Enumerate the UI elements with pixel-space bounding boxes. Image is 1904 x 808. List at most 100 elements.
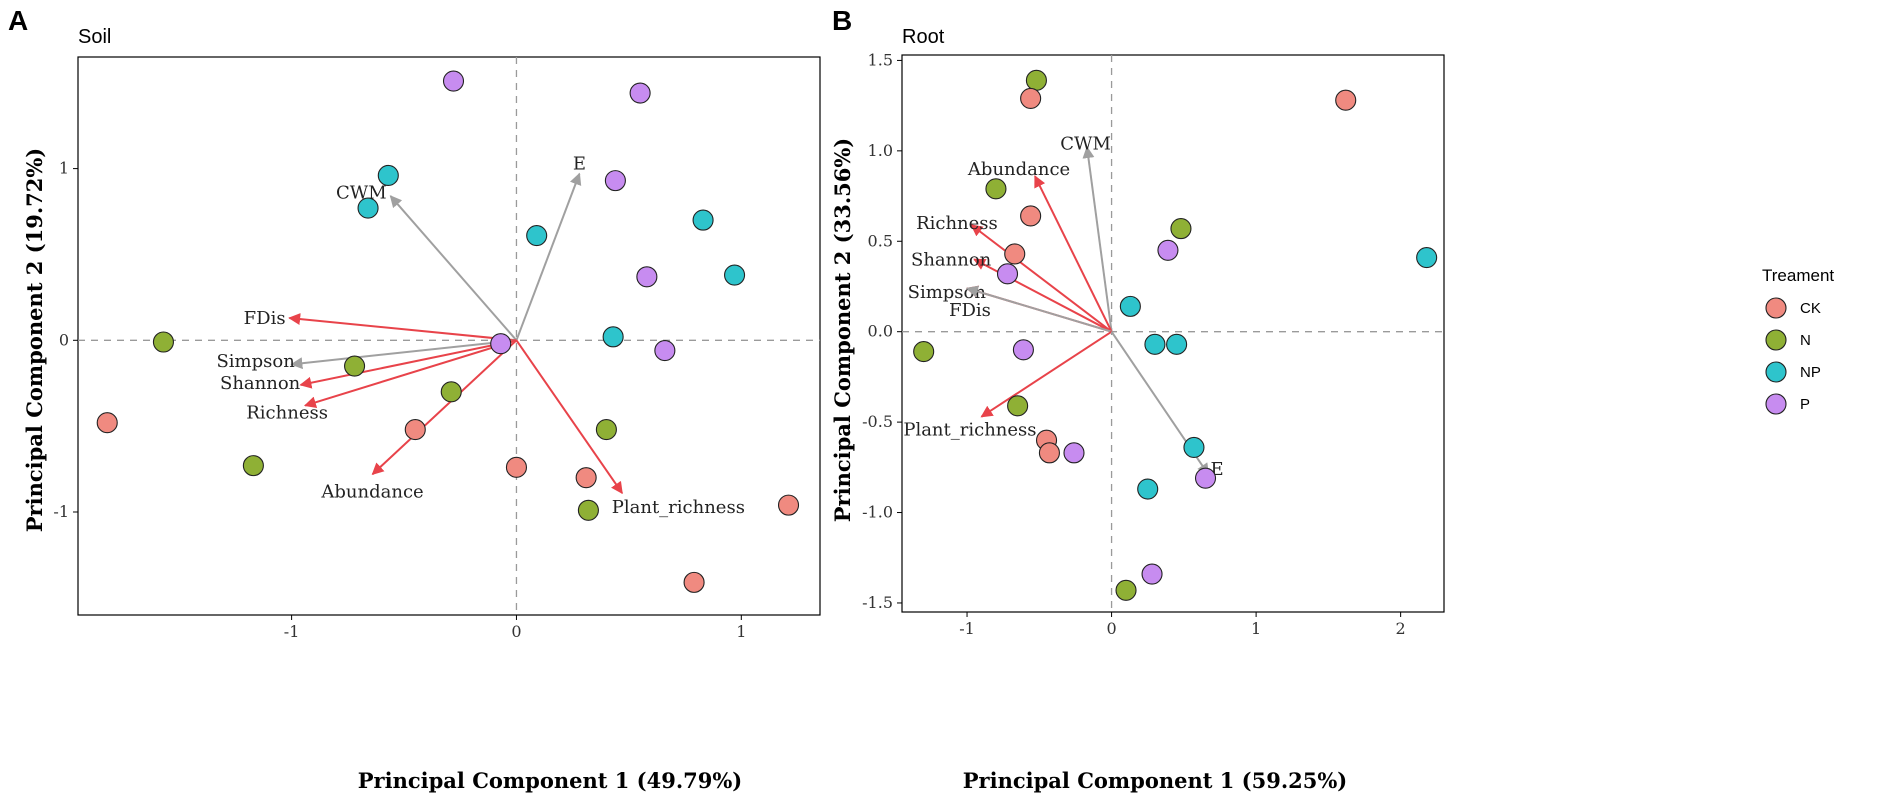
- point-n: [1025, 69, 1047, 91]
- vector-label: Abundance: [320, 481, 423, 502]
- point-p: [1012, 339, 1034, 361]
- point-ck: [1004, 243, 1026, 265]
- point-p: [996, 263, 1019, 285]
- zero-lines: [78, 57, 820, 615]
- x-tick-label: 2: [1396, 619, 1406, 638]
- point-ck: [1038, 442, 1060, 464]
- legend-label: CK: [1800, 300, 1821, 317]
- panel-soil: A Soil Principal Component 1 (49.79%) Pr…: [8, 5, 821, 793]
- point-p: [1194, 467, 1217, 489]
- vector-label: Richness: [246, 402, 328, 423]
- vector-plant-richness: [515, 339, 623, 495]
- y-tick-label: 0.0: [868, 322, 893, 341]
- vector-label: Simpson: [216, 351, 295, 372]
- panel-letter: A: [8, 5, 28, 36]
- point-np: [377, 164, 399, 187]
- point-np: [1183, 436, 1205, 458]
- vector-label: Abundance: [967, 159, 1070, 180]
- y-tick-label: 1.0: [868, 141, 893, 160]
- y-tick-label: -0.5: [862, 412, 893, 431]
- vector-label: FDis: [949, 300, 991, 321]
- point-p: [1063, 442, 1085, 464]
- point-np: [1119, 295, 1141, 317]
- legend-label: NP: [1800, 364, 1821, 381]
- vector-label: Plant_richness: [612, 497, 745, 518]
- panel-title: Root: [902, 26, 945, 48]
- point-n: [595, 419, 617, 441]
- point-ck: [1020, 87, 1042, 109]
- vector-abundance: [1034, 175, 1113, 333]
- point-p: [1141, 563, 1163, 585]
- y-axis-title: Principal Component 2 (19.72%): [22, 148, 47, 533]
- y-tick-label: 1: [59, 159, 69, 178]
- x-axis-title: Principal Component 1 (59.25%): [963, 768, 1348, 793]
- point-n: [1170, 218, 1192, 240]
- point-ck: [96, 412, 118, 434]
- legend: Treament CK N NP P: [1762, 266, 1834, 415]
- zero-lines: [902, 55, 1444, 612]
- point-np: [602, 326, 624, 348]
- x-tick-label: 0: [511, 622, 521, 641]
- vector-simpson: [290, 339, 517, 370]
- y-tick-label: 0: [59, 330, 69, 349]
- plot-frame: [901, 54, 1445, 613]
- sample-points: [913, 69, 1438, 601]
- legend-key-n: [1765, 329, 1787, 351]
- legend-key-np: [1765, 361, 1787, 383]
- point-np: [1144, 333, 1166, 355]
- vector-label: CWM: [336, 183, 387, 204]
- point-ck: [575, 467, 597, 489]
- vector-label: Shannon: [220, 373, 301, 394]
- vector-e: [515, 172, 582, 341]
- x-tick-label: 1: [1251, 619, 1261, 638]
- point-n: [985, 178, 1007, 200]
- y-tick-label: -1: [53, 502, 69, 521]
- point-ck: [1335, 89, 1357, 111]
- point-n: [344, 355, 366, 377]
- vector-label: Shannon: [911, 249, 992, 270]
- y-axis-title: Principal Component 2 (33.56%): [830, 138, 855, 523]
- vector-shannon: [299, 339, 517, 389]
- axis-ticks: -1 0 1 2 -1.5 -1.0 -0.5 0.0 0.5 1.0 1.5: [862, 50, 1406, 638]
- point-ck: [1020, 205, 1042, 227]
- legend-title: Treament: [1762, 266, 1834, 285]
- point-np: [1166, 333, 1188, 355]
- plot-frame: [77, 56, 821, 616]
- point-p: [654, 340, 676, 362]
- point-n: [152, 331, 174, 353]
- point-ck: [683, 571, 705, 593]
- point-p: [629, 82, 651, 104]
- vector-plant-richness: [980, 330, 1113, 418]
- vector-label: CWM: [1060, 134, 1111, 155]
- point-n: [242, 455, 264, 477]
- point-n: [1007, 395, 1029, 417]
- point-ck: [505, 456, 528, 478]
- vector-richness: [303, 339, 517, 409]
- sample-points: [96, 70, 800, 593]
- legend-label: P: [1800, 396, 1810, 413]
- point-p: [636, 266, 658, 288]
- vector-label: Plant_richness: [903, 419, 1036, 440]
- vector-richness: [970, 224, 1113, 333]
- point-np: [357, 197, 379, 219]
- panel-root: B Root Principal Component 1 (59.25%) Pr…: [830, 5, 1445, 793]
- vector-label: Richness: [916, 213, 998, 234]
- point-p: [442, 70, 465, 92]
- point-n: [1115, 579, 1137, 601]
- vector-abundance: [371, 339, 518, 476]
- point-n: [577, 499, 599, 521]
- legend-label: N: [1800, 332, 1811, 349]
- y-tick-label: -1.5: [862, 593, 893, 612]
- legend-key-p: [1765, 393, 1787, 415]
- panel-title: Soil: [78, 26, 111, 48]
- x-tick-label: 1: [736, 622, 746, 641]
- vector-shannon: [973, 258, 1113, 333]
- point-np: [724, 264, 746, 286]
- x-tick-label: -1: [959, 619, 975, 638]
- loading-vectors: CWMAbundanceRichnessShannonSimpsonFDisPl…: [903, 134, 1223, 481]
- vector-label: E: [573, 153, 586, 174]
- x-tick-label: 0: [1106, 619, 1116, 638]
- vector-cwm: [389, 195, 518, 341]
